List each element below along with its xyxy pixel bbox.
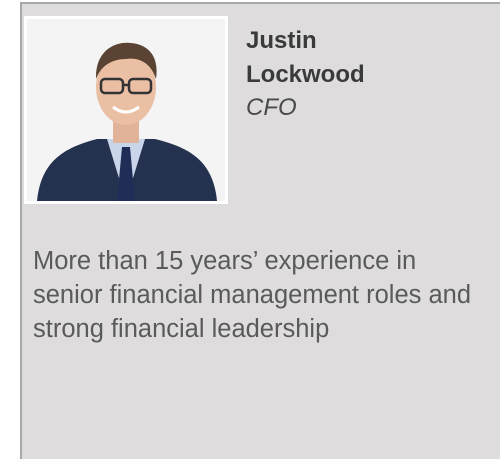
profile-description: More than 15 years’ experience in senior…: [33, 247, 472, 343]
profile-name: Justin Lockwood: [246, 27, 365, 88]
profile-role: CFO: [246, 94, 297, 121]
profile-photo: [24, 16, 228, 204]
portrait: [27, 19, 225, 201]
profile-card: Justin Lockwood CFO More than 15 years’ …: [20, 2, 500, 459]
